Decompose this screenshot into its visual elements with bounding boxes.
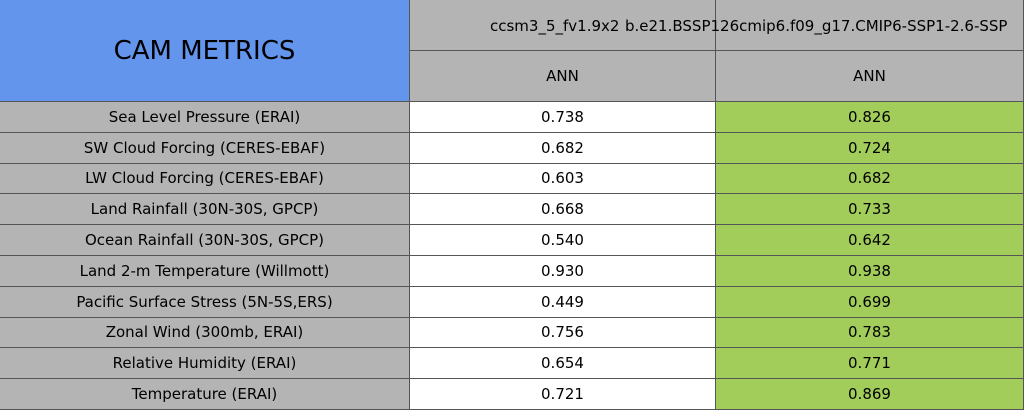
case-name: b.e21.BSSP126cmip6.f09_g17.CMIP6-SSP1-2.… <box>625 17 1008 35</box>
metric-value: 0.654 <box>410 348 716 380</box>
metric-value: 0.449 <box>410 286 716 318</box>
metric-label: Land 2-m Temperature (Willmott) <box>0 256 410 287</box>
metric-label: Relative Humidity (ERAI) <box>0 348 410 380</box>
metric-value: 0.642 <box>716 225 1024 256</box>
metric-label: Temperature (ERAI) <box>0 379 410 410</box>
metric-value: 0.721 <box>410 379 716 410</box>
metric-label: Ocean Rainfall (30N-30S, GPCP) <box>0 225 410 256</box>
metric-label: Zonal Wind (300mb, ERAI) <box>0 317 410 349</box>
metric-label: SW Cloud Forcing (CERES-EBAF) <box>0 132 410 164</box>
case-header-cell <box>410 0 716 51</box>
metric-value: 0.826 <box>716 102 1024 133</box>
metric-value: 0.724 <box>716 132 1024 164</box>
metric-value: 0.682 <box>410 132 716 164</box>
table-title: CAM METRICS <box>0 0 410 102</box>
metric-label: Land Rainfall (30N-30S, GPCP) <box>0 194 410 226</box>
metric-value: 0.682 <box>716 163 1024 195</box>
metric-value: 0.668 <box>410 194 716 226</box>
case-header-cell <box>716 0 1024 51</box>
metric-value: 0.869 <box>716 379 1024 410</box>
metric-value: 0.930 <box>410 256 716 287</box>
metric-value: 0.699 <box>716 286 1024 318</box>
metric-label: Sea Level Pressure (ERAI) <box>0 102 410 133</box>
metric-value: 0.540 <box>410 225 716 256</box>
metric-value: 0.733 <box>716 194 1024 226</box>
metric-value: 0.756 <box>410 317 716 349</box>
metric-value: 0.938 <box>716 256 1024 287</box>
metric-label: LW Cloud Forcing (CERES-EBAF) <box>0 163 410 195</box>
metric-value: 0.783 <box>716 317 1024 349</box>
period-header: ANN <box>716 51 1024 102</box>
period-header: ANN <box>410 51 716 102</box>
case-name: ccsm3_5_fv1.9x2 <box>490 17 620 35</box>
metric-value: 0.603 <box>410 163 716 195</box>
metric-value: 0.738 <box>410 102 716 133</box>
metric-label: Pacific Surface Stress (5N-5S,ERS) <box>0 286 410 318</box>
metric-value: 0.771 <box>716 348 1024 380</box>
